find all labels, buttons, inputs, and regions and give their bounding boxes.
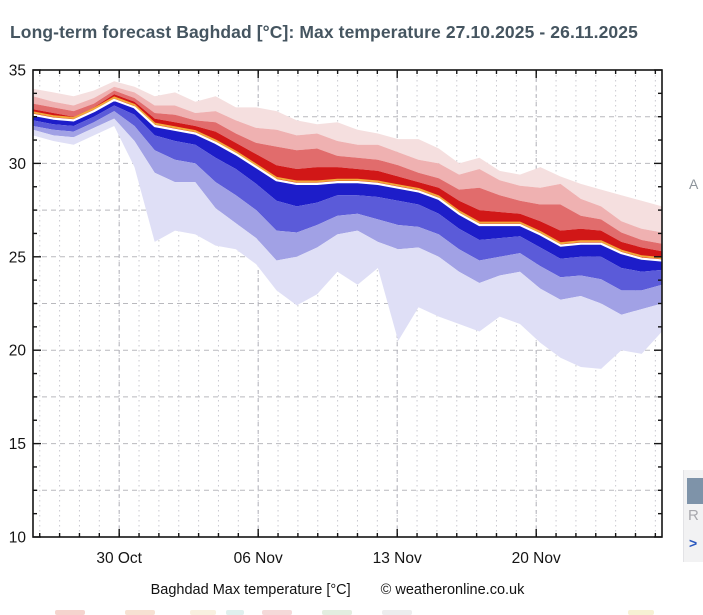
cropped-icon-smudge <box>55 610 85 615</box>
svg-text:20: 20 <box>9 343 27 360</box>
cropped-icon-smudge <box>382 610 412 615</box>
svg-text:20 Nov: 20 Nov <box>512 550 561 567</box>
cropped-icon-smudge <box>190 610 216 615</box>
right-edge-cropped-text: A <box>689 176 699 192</box>
svg-text:25: 25 <box>9 249 26 266</box>
svg-text:35: 35 <box>9 63 26 80</box>
svg-text:30 Oct: 30 Oct <box>96 550 142 567</box>
footer-copyright: © weatheronline.co.uk <box>380 582 525 598</box>
sidebar-cropped-button[interactable] <box>687 478 703 504</box>
chart-footer: Baghdad Max temperature [°C] © weatheron… <box>0 582 675 598</box>
cropped-icon-smudge <box>628 610 654 615</box>
sidebar-r-button[interactable]: R <box>688 507 699 524</box>
footer-location-label: Baghdad Max temperature [°C] <box>150 582 351 598</box>
cropped-icon-smudge <box>322 610 352 615</box>
cropped-icon-smudge <box>262 610 292 615</box>
cropped-icon-smudge <box>125 610 155 615</box>
svg-text:30: 30 <box>9 156 27 173</box>
cropped-icon-smudge <box>226 610 244 615</box>
svg-text:06 Nov: 06 Nov <box>234 550 283 567</box>
chart-title: Long-term forecast Baghdad [°C]: Max tem… <box>10 22 638 42</box>
sidebar-next-arrow-button[interactable]: > <box>689 535 698 551</box>
svg-text:10: 10 <box>9 530 27 547</box>
svg-text:15: 15 <box>9 436 26 453</box>
svg-text:13 Nov: 13 Nov <box>373 550 422 567</box>
